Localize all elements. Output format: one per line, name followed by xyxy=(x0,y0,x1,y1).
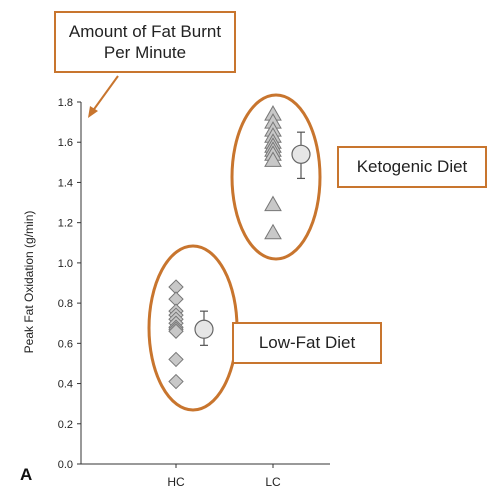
arrow-head xyxy=(88,106,98,118)
callout-fat-burnt: Amount of Fat Burnt Per Minute xyxy=(54,11,236,73)
y-axis-label: Peak Fat Oxidation (g/min) xyxy=(22,211,36,354)
x-tick-label: LC xyxy=(265,475,281,489)
callout-ketogenic-diet: Ketogenic Diet xyxy=(337,146,487,188)
oval-low-fat xyxy=(147,244,239,412)
callout-low-fat-diet: Low-Fat Diet xyxy=(232,322,382,364)
x-tick-label: HC xyxy=(167,475,185,489)
mean-marker xyxy=(291,144,311,164)
y-tick-label: 1.8 xyxy=(58,97,73,109)
y-tick-label: 1.6 xyxy=(58,137,73,149)
y-tick-label: 0.2 xyxy=(58,419,73,431)
data-point-diamond xyxy=(168,351,184,368)
oval-ketogenic xyxy=(230,93,322,261)
data-point-triangle xyxy=(264,195,282,212)
y-tick-label: 0.8 xyxy=(58,298,73,310)
y-tick-label: 1.2 xyxy=(58,218,73,230)
data-point-triangle xyxy=(264,151,282,167)
panel-label: A xyxy=(20,465,33,484)
y-tick-label: 1.0 xyxy=(58,258,73,270)
axes: 0.0 0.2 0.4 0.6 0.8 1.0 1.2 1.4 1.6 1.8 HC LC xyxy=(58,97,330,489)
y-tick-label: 0.4 xyxy=(58,379,73,391)
y-tick-label: 0.0 xyxy=(58,459,73,471)
arrow-line xyxy=(91,75,119,113)
data-point-diamond xyxy=(168,373,184,390)
data-marks xyxy=(168,105,311,390)
y-tick-label: 0.6 xyxy=(58,338,73,350)
data-point-triangle xyxy=(264,223,282,240)
y-tick-label: 1.4 xyxy=(58,177,73,189)
data-point-diamond xyxy=(168,323,184,339)
mean-marker xyxy=(194,319,214,339)
